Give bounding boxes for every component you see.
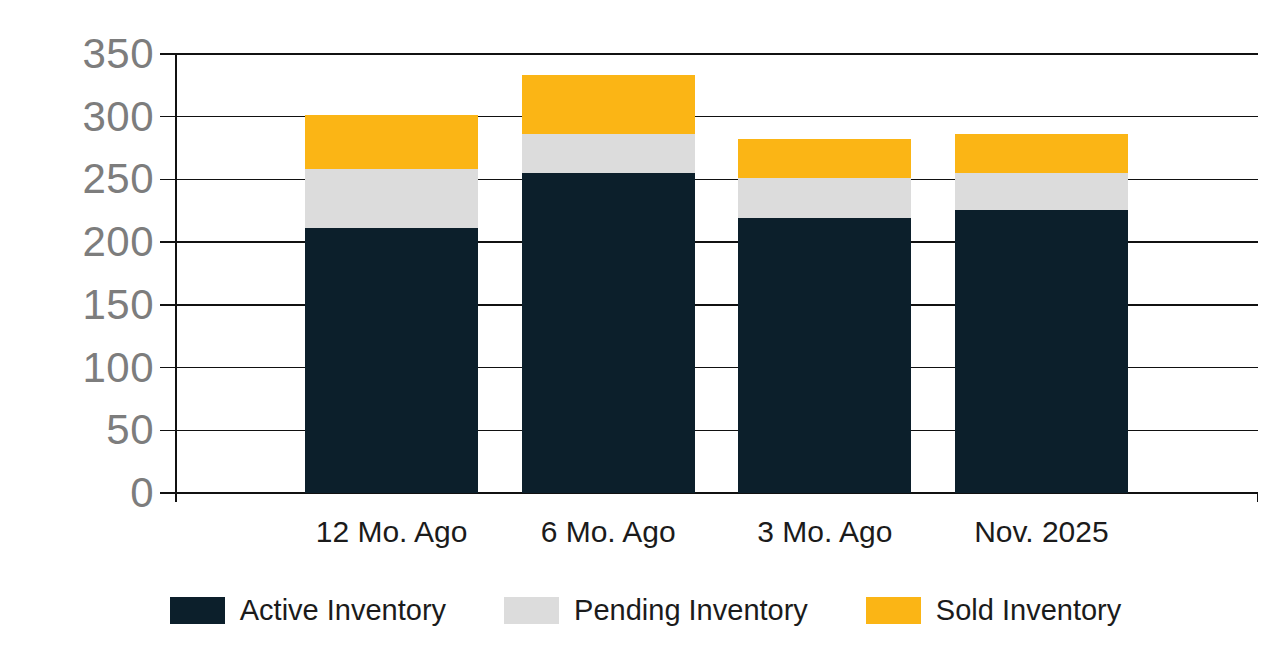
y-axis-tick-label: 200 (0, 216, 154, 268)
y-axis-tick-label: 150 (0, 279, 154, 331)
bar-segment-active-inventory (305, 228, 478, 493)
y-axis-tick-label: 350 (0, 28, 154, 80)
sold-inventory-swatch (866, 597, 921, 624)
legend-item-sold-inventory: Sold Inventory (866, 593, 1121, 627)
legend-label-active-inventory: Active Inventory (240, 593, 446, 627)
bar-segment-pending-inventory (305, 169, 478, 228)
y-axis-line (175, 54, 177, 502)
y-axis-tick-label: 100 (0, 342, 154, 394)
bar-segment-active-inventory (738, 218, 911, 493)
legend-item-active-inventory: Active Inventory (170, 593, 446, 627)
bar-segment-pending-inventory (522, 134, 695, 173)
y-axis-tick-label: 300 (0, 91, 154, 143)
pending-inventory-swatch (504, 597, 559, 624)
y-axis-tick-label: 250 (0, 153, 154, 205)
bar-segment-sold-inventory (955, 134, 1128, 173)
legend-label-pending-inventory: Pending Inventory (574, 593, 808, 627)
active-inventory-swatch (170, 597, 225, 624)
plot-area: 05010015020025030035012 Mo. Ago6 Mo. Ago… (0, 0, 1261, 663)
x-axis-category-label: Nov. 2025 (911, 512, 1171, 552)
bar-segment-sold-inventory (305, 115, 478, 169)
bar-segment-active-inventory (522, 173, 695, 493)
chart-legend: Active Inventory Pending Inventory Sold In… (0, 593, 1261, 627)
bar-segment-pending-inventory (738, 178, 911, 218)
legend-item-pending-inventory: Pending Inventory (504, 593, 808, 627)
y-axis-tick-label: 0 (0, 467, 154, 519)
bar-segment-sold-inventory (738, 139, 911, 178)
inventory-stacked-bar-chart: 05010015020025030035012 Mo. Ago6 Mo. Ago… (0, 0, 1261, 663)
bar-segment-pending-inventory (955, 173, 1128, 209)
bar-segment-active-inventory (955, 210, 1128, 493)
bar-segment-sold-inventory (522, 75, 695, 134)
x-axis-right-tick (1257, 493, 1259, 502)
legend-label-sold-inventory: Sold Inventory (936, 593, 1121, 627)
gridline-y-350 (160, 53, 1258, 55)
y-axis-tick-label: 50 (0, 404, 154, 456)
